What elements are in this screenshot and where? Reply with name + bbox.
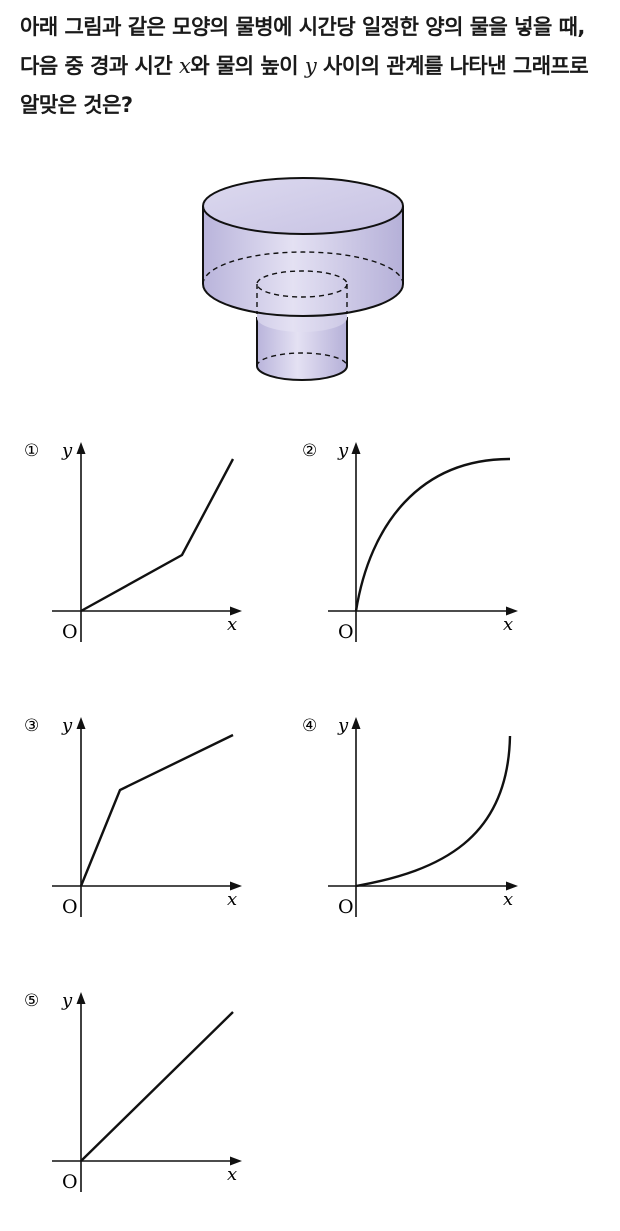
y-axis-arrow-2 bbox=[351, 442, 361, 454]
graph-line-3 bbox=[79, 733, 234, 887]
graph-line-2 bbox=[354, 457, 511, 612]
bottle-illustration bbox=[202, 177, 404, 381]
y-axis-arrow-1 bbox=[76, 442, 86, 454]
y-axis-arrow-3 bbox=[76, 717, 86, 729]
x-axis-arrow-1 bbox=[230, 606, 242, 616]
x-axis-arrow-2 bbox=[506, 606, 518, 616]
graph-5: ⑤ y x O bbox=[24, 990, 242, 1193]
x-axis-arrow-4 bbox=[506, 881, 518, 891]
origin-label-1: O bbox=[62, 621, 78, 643]
graph-2: ② y x O bbox=[302, 440, 518, 643]
option-5[interactable]: ⑤ y x O bbox=[22, 984, 262, 1214]
x-axis-label-1: x bbox=[227, 614, 237, 635]
y-axis-label-2: y bbox=[337, 440, 349, 461]
y-axis-arrow-5 bbox=[76, 992, 86, 1004]
y-axis-arrow-4 bbox=[351, 717, 361, 729]
question-x-var: x bbox=[178, 54, 191, 78]
option-number-2: ② bbox=[302, 441, 317, 461]
y-axis-label-4: y bbox=[337, 715, 349, 736]
lower-cylinder-body bbox=[256, 317, 348, 381]
origin-label-4: O bbox=[338, 896, 354, 918]
x-axis-label-3: x bbox=[227, 889, 237, 910]
y-axis-label-5: y bbox=[61, 990, 73, 1011]
y-axis-label-3: y bbox=[61, 715, 73, 736]
graph-1: ① y x O bbox=[24, 440, 242, 643]
x-axis-label-4: x bbox=[503, 889, 513, 910]
upper-bottom-hidden-edge bbox=[202, 251, 404, 285]
graph-3: ③ y x O bbox=[24, 715, 242, 918]
origin-label-2: O bbox=[338, 621, 354, 643]
lower-bottom-hidden-edge bbox=[256, 352, 348, 367]
option-number-5: ⑤ bbox=[24, 991, 39, 1011]
x-axis-arrow-5 bbox=[230, 1156, 242, 1166]
question-y-var: y bbox=[304, 54, 317, 78]
option-number-3: ③ bbox=[24, 716, 39, 736]
x-axis-label-2: x bbox=[503, 614, 513, 635]
option-number-4: ④ bbox=[302, 716, 317, 736]
question-part1: 아래 그림과 같은 모양의 물병에 시간당 일정한 양의 물을 넣을 때, 다음… bbox=[20, 15, 585, 78]
graph-line-1 bbox=[80, 458, 235, 613]
origin-label-5: O bbox=[62, 1171, 78, 1193]
x-axis-arrow-3 bbox=[230, 881, 242, 891]
graph-line-4 bbox=[355, 735, 512, 888]
option-3[interactable]: ③ y x O bbox=[22, 709, 262, 939]
graph-4: ④ y x O bbox=[302, 715, 518, 918]
upper-cylinder-outline bbox=[202, 206, 404, 317]
question-part2: 와 물의 높이 bbox=[190, 54, 305, 78]
upper-cylinder-body bbox=[203, 206, 403, 332]
origin-label-3: O bbox=[62, 896, 78, 918]
x-axis-label-5: x bbox=[227, 1164, 237, 1185]
option-4[interactable]: ④ y x O bbox=[300, 709, 540, 939]
y-axis-label-1: y bbox=[61, 440, 73, 461]
bottle-figure bbox=[195, 168, 415, 392]
option-2[interactable]: ② y x O bbox=[300, 434, 540, 664]
graph-line-5 bbox=[80, 1011, 234, 1162]
question-text: 아래 그림과 같은 모양의 물병에 시간당 일정한 양의 물을 넣을 때, 다음… bbox=[20, 8, 605, 125]
top-opening bbox=[202, 177, 404, 235]
question-part3: 사이의 관계를 나타낸 그래프로 알맞은 것은? bbox=[20, 54, 589, 117]
option-1[interactable]: ① y x O bbox=[22, 434, 262, 664]
option-number-1: ① bbox=[24, 441, 39, 461]
